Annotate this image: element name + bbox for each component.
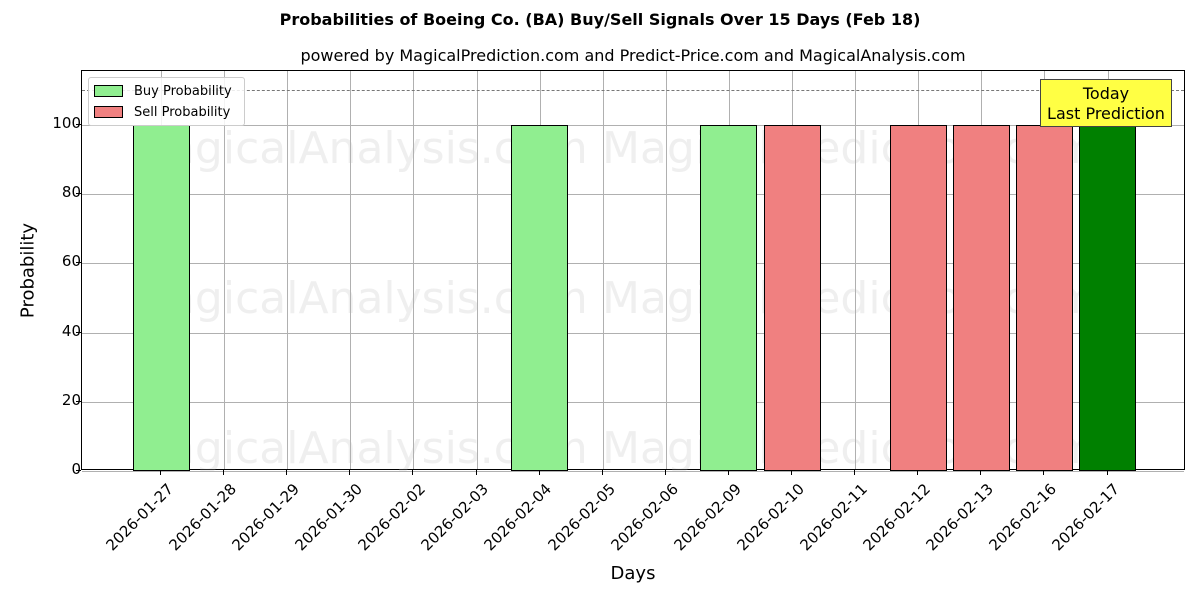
y-tick-label: 100 bbox=[52, 114, 81, 132]
x-tick-mark bbox=[349, 470, 351, 475]
reference-line bbox=[82, 90, 1184, 91]
chart-subtitle: powered by MagicalPrediction.com and Pre… bbox=[300, 46, 966, 65]
x-tick-mark bbox=[223, 470, 225, 475]
y-axis-title: Probability bbox=[17, 222, 39, 319]
x-tick-label: 2026-02-04 bbox=[480, 480, 556, 555]
x-tick-mark bbox=[917, 470, 919, 475]
legend: Buy Probability Sell Probability bbox=[88, 77, 245, 126]
y-tick-label: 20 bbox=[61, 390, 81, 409]
x-tick-mark bbox=[1106, 470, 1108, 475]
y-tick-mark bbox=[76, 262, 81, 264]
grid-line-vertical bbox=[665, 71, 667, 469]
bar-sell bbox=[1015, 125, 1073, 471]
x-tick-label: 2026-02-16 bbox=[985, 480, 1061, 555]
y-tick-mark bbox=[76, 470, 81, 471]
grid-line-vertical bbox=[855, 71, 857, 469]
x-tick-mark bbox=[980, 470, 982, 475]
x-tick-label: 2026-02-13 bbox=[922, 480, 998, 555]
x-tick-label: 2026-02-05 bbox=[544, 480, 619, 555]
grid-line-vertical bbox=[224, 71, 226, 469]
plot-area: MagicalAnalysis.com MagicalPrediction.co… bbox=[81, 70, 1185, 474]
grid-line-horizontal bbox=[82, 332, 1184, 334]
x-tick-label: 2026-02-11 bbox=[796, 480, 871, 555]
y-tick-mark bbox=[76, 400, 81, 402]
grid-line-vertical bbox=[476, 71, 478, 469]
x-axis-title: Days bbox=[610, 563, 656, 584]
grid-line-horizontal bbox=[82, 401, 1184, 403]
legend-item-buy: Buy Probability bbox=[94, 83, 232, 99]
x-tick-label: 2026-02-12 bbox=[859, 480, 934, 555]
x-tick-label: 2026-01-28 bbox=[165, 480, 240, 555]
x-tick-mark bbox=[286, 470, 288, 475]
bar-sell bbox=[889, 125, 947, 471]
x-tick-mark bbox=[727, 470, 729, 475]
x-tick-mark bbox=[475, 470, 477, 475]
x-tick-mark bbox=[854, 470, 856, 475]
y-tick-label: 60 bbox=[61, 252, 81, 271]
bar-sell bbox=[952, 125, 1010, 471]
bar-buy bbox=[132, 125, 190, 471]
legend-label-sell: Sell Probability bbox=[134, 104, 231, 120]
y-tick-label: 80 bbox=[61, 183, 81, 202]
y-tick-mark bbox=[76, 193, 81, 195]
x-tick-mark bbox=[412, 470, 414, 475]
x-tick-mark bbox=[538, 470, 540, 475]
annotation-line-1: Today bbox=[1082, 84, 1130, 103]
grid-line-horizontal bbox=[82, 125, 1184, 126]
y-tick-mark bbox=[76, 124, 81, 125]
x-tick-mark bbox=[1043, 470, 1045, 475]
grid-line-horizontal bbox=[82, 471, 1184, 472]
grid-line-vertical bbox=[287, 71, 289, 469]
grid-line-vertical bbox=[413, 71, 415, 469]
x-tick-label: 2026-02-09 bbox=[670, 480, 745, 555]
x-tick-mark bbox=[664, 470, 666, 475]
bar-sell bbox=[763, 125, 821, 471]
grid-line-vertical bbox=[350, 71, 352, 469]
annotation-line-2: Last Prediction bbox=[1047, 104, 1165, 123]
x-tick-label: 2026-02-02 bbox=[354, 480, 430, 555]
grid-line-horizontal bbox=[82, 194, 1184, 196]
x-tick-label: 2026-02-03 bbox=[417, 480, 493, 555]
x-tick-label: 2026-01-27 bbox=[102, 480, 177, 555]
today-annotation: Today Last Prediction bbox=[1040, 79, 1172, 127]
bar-buy bbox=[700, 125, 758, 471]
x-tick-label: 2026-01-30 bbox=[291, 480, 367, 555]
x-tick-mark bbox=[160, 470, 161, 475]
sell-swatch-icon bbox=[94, 106, 123, 118]
buy-swatch-icon bbox=[94, 85, 123, 97]
legend-item-sell: Sell Probability bbox=[94, 104, 230, 120]
y-tick-mark bbox=[76, 331, 81, 333]
legend-label-buy: Buy Probability bbox=[134, 83, 232, 99]
chart-title: Probabilities of Boeing Co. (BA) Buy/Sel… bbox=[279, 10, 921, 29]
x-tick-label: 2026-02-10 bbox=[733, 480, 808, 555]
x-tick-mark bbox=[791, 470, 792, 475]
bar-today bbox=[1079, 125, 1136, 471]
x-tick-label: 2026-01-29 bbox=[228, 480, 303, 555]
grid-line-vertical bbox=[602, 71, 604, 469]
x-tick-mark bbox=[601, 470, 603, 475]
bar-buy bbox=[511, 125, 569, 471]
y-tick-label: 40 bbox=[61, 321, 81, 340]
grid-line-horizontal bbox=[82, 263, 1184, 265]
y-tick-label: 0 bbox=[71, 460, 81, 478]
x-tick-label: 2026-02-17 bbox=[1048, 480, 1124, 555]
